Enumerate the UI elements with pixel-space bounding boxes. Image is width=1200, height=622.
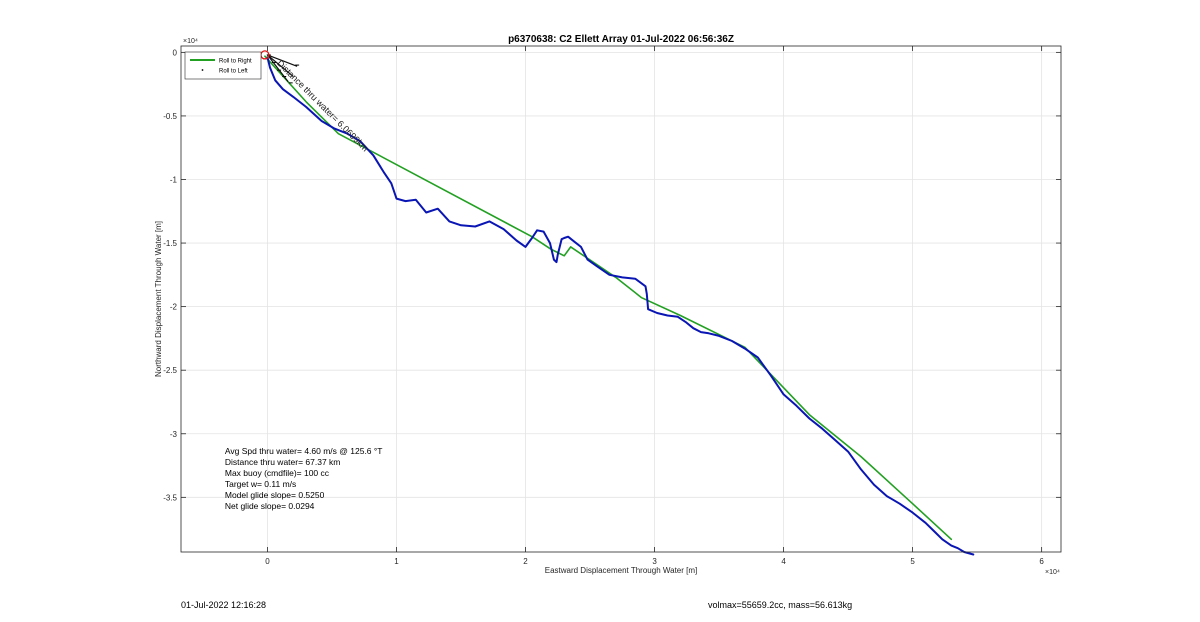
y-tick-label: 0 bbox=[173, 48, 178, 57]
legend-swatch-marker bbox=[201, 69, 204, 71]
stats-annotation-line: Max buoy (cmdfile)= 100 cc bbox=[225, 468, 330, 478]
x-tick-label: 0 bbox=[265, 557, 270, 566]
stats-annotation-line: Distance thru water= 67.37 km bbox=[225, 457, 341, 467]
y-exponent-label: ×10⁴ bbox=[183, 38, 198, 45]
track-distance-annotation: Distance thru water= 6.0699km bbox=[275, 58, 370, 153]
legend-box bbox=[184, 51, 262, 80]
stats-annotation-line: Net glide slope= 0.0294 bbox=[225, 501, 315, 511]
y-tick-label: -1 bbox=[170, 175, 178, 184]
x-tick-label: 6 bbox=[1039, 557, 1044, 566]
x-axis-label: Eastward Displacement Through Water [m] bbox=[545, 566, 698, 575]
heading-segment bbox=[267, 54, 294, 77]
y-tick-label: -2.5 bbox=[163, 366, 177, 375]
heading-segment bbox=[266, 54, 289, 82]
x-tick-label: 2 bbox=[523, 557, 528, 566]
y-tick-label: -3 bbox=[170, 430, 178, 439]
stats-annotation-line: Target w= 0.11 m/s bbox=[225, 479, 296, 489]
x-tick-label: 4 bbox=[781, 557, 786, 566]
text-layer: Distance thru water= 6.0699km Avg Spd thr… bbox=[225, 58, 383, 511]
series-layer bbox=[260, 50, 975, 556]
stats-annotation-line: Model glide slope= 0.5250 bbox=[225, 490, 325, 500]
y-tick-label: -3.5 bbox=[163, 493, 177, 502]
footer-volmax-mass: volmax=55659.2cc, mass=56.613kg bbox=[708, 600, 853, 610]
y-tick-label: -2 bbox=[170, 303, 178, 312]
legend-layer: Roll to Right Roll to Left bbox=[184, 51, 262, 80]
footer-timestamp: 01-Jul-2022 12:16:28 bbox=[181, 600, 267, 610]
x-tick-label: 1 bbox=[394, 557, 399, 566]
heading-segment bbox=[267, 54, 298, 67]
stats-annotation-line: Avg Spd thru water= 4.60 m/s @ 125.6 °T bbox=[225, 446, 383, 456]
grid-layer bbox=[181, 46, 1061, 552]
legend-label: Roll to Left bbox=[219, 69, 248, 75]
legend-label: Roll to Right bbox=[219, 59, 252, 65]
y-tick-label: -0.5 bbox=[163, 112, 177, 121]
plot-frame bbox=[180, 45, 1062, 553]
series-track-line bbox=[266, 56, 975, 556]
y-axis-label: Northward Displacement Through Water [m] bbox=[154, 221, 163, 377]
axes-layer: 0 1 2 3 4 5 6 0 -0.5 -1 -1.5 -2 -2.5 -3 -3.5 ×10⁴ ×10⁴ p6… bbox=[154, 34, 1062, 576]
x-exponent-label: ×10⁴ bbox=[1045, 569, 1060, 576]
x-tick-label: 5 bbox=[910, 557, 915, 566]
x-tick-label: 3 bbox=[652, 557, 657, 566]
series-roll-right-line bbox=[264, 55, 953, 541]
y-tick-label: -1.5 bbox=[163, 239, 177, 248]
chart-title: p6370638: C2 Ellett Array 01-Jul-2022 06… bbox=[508, 34, 734, 45]
